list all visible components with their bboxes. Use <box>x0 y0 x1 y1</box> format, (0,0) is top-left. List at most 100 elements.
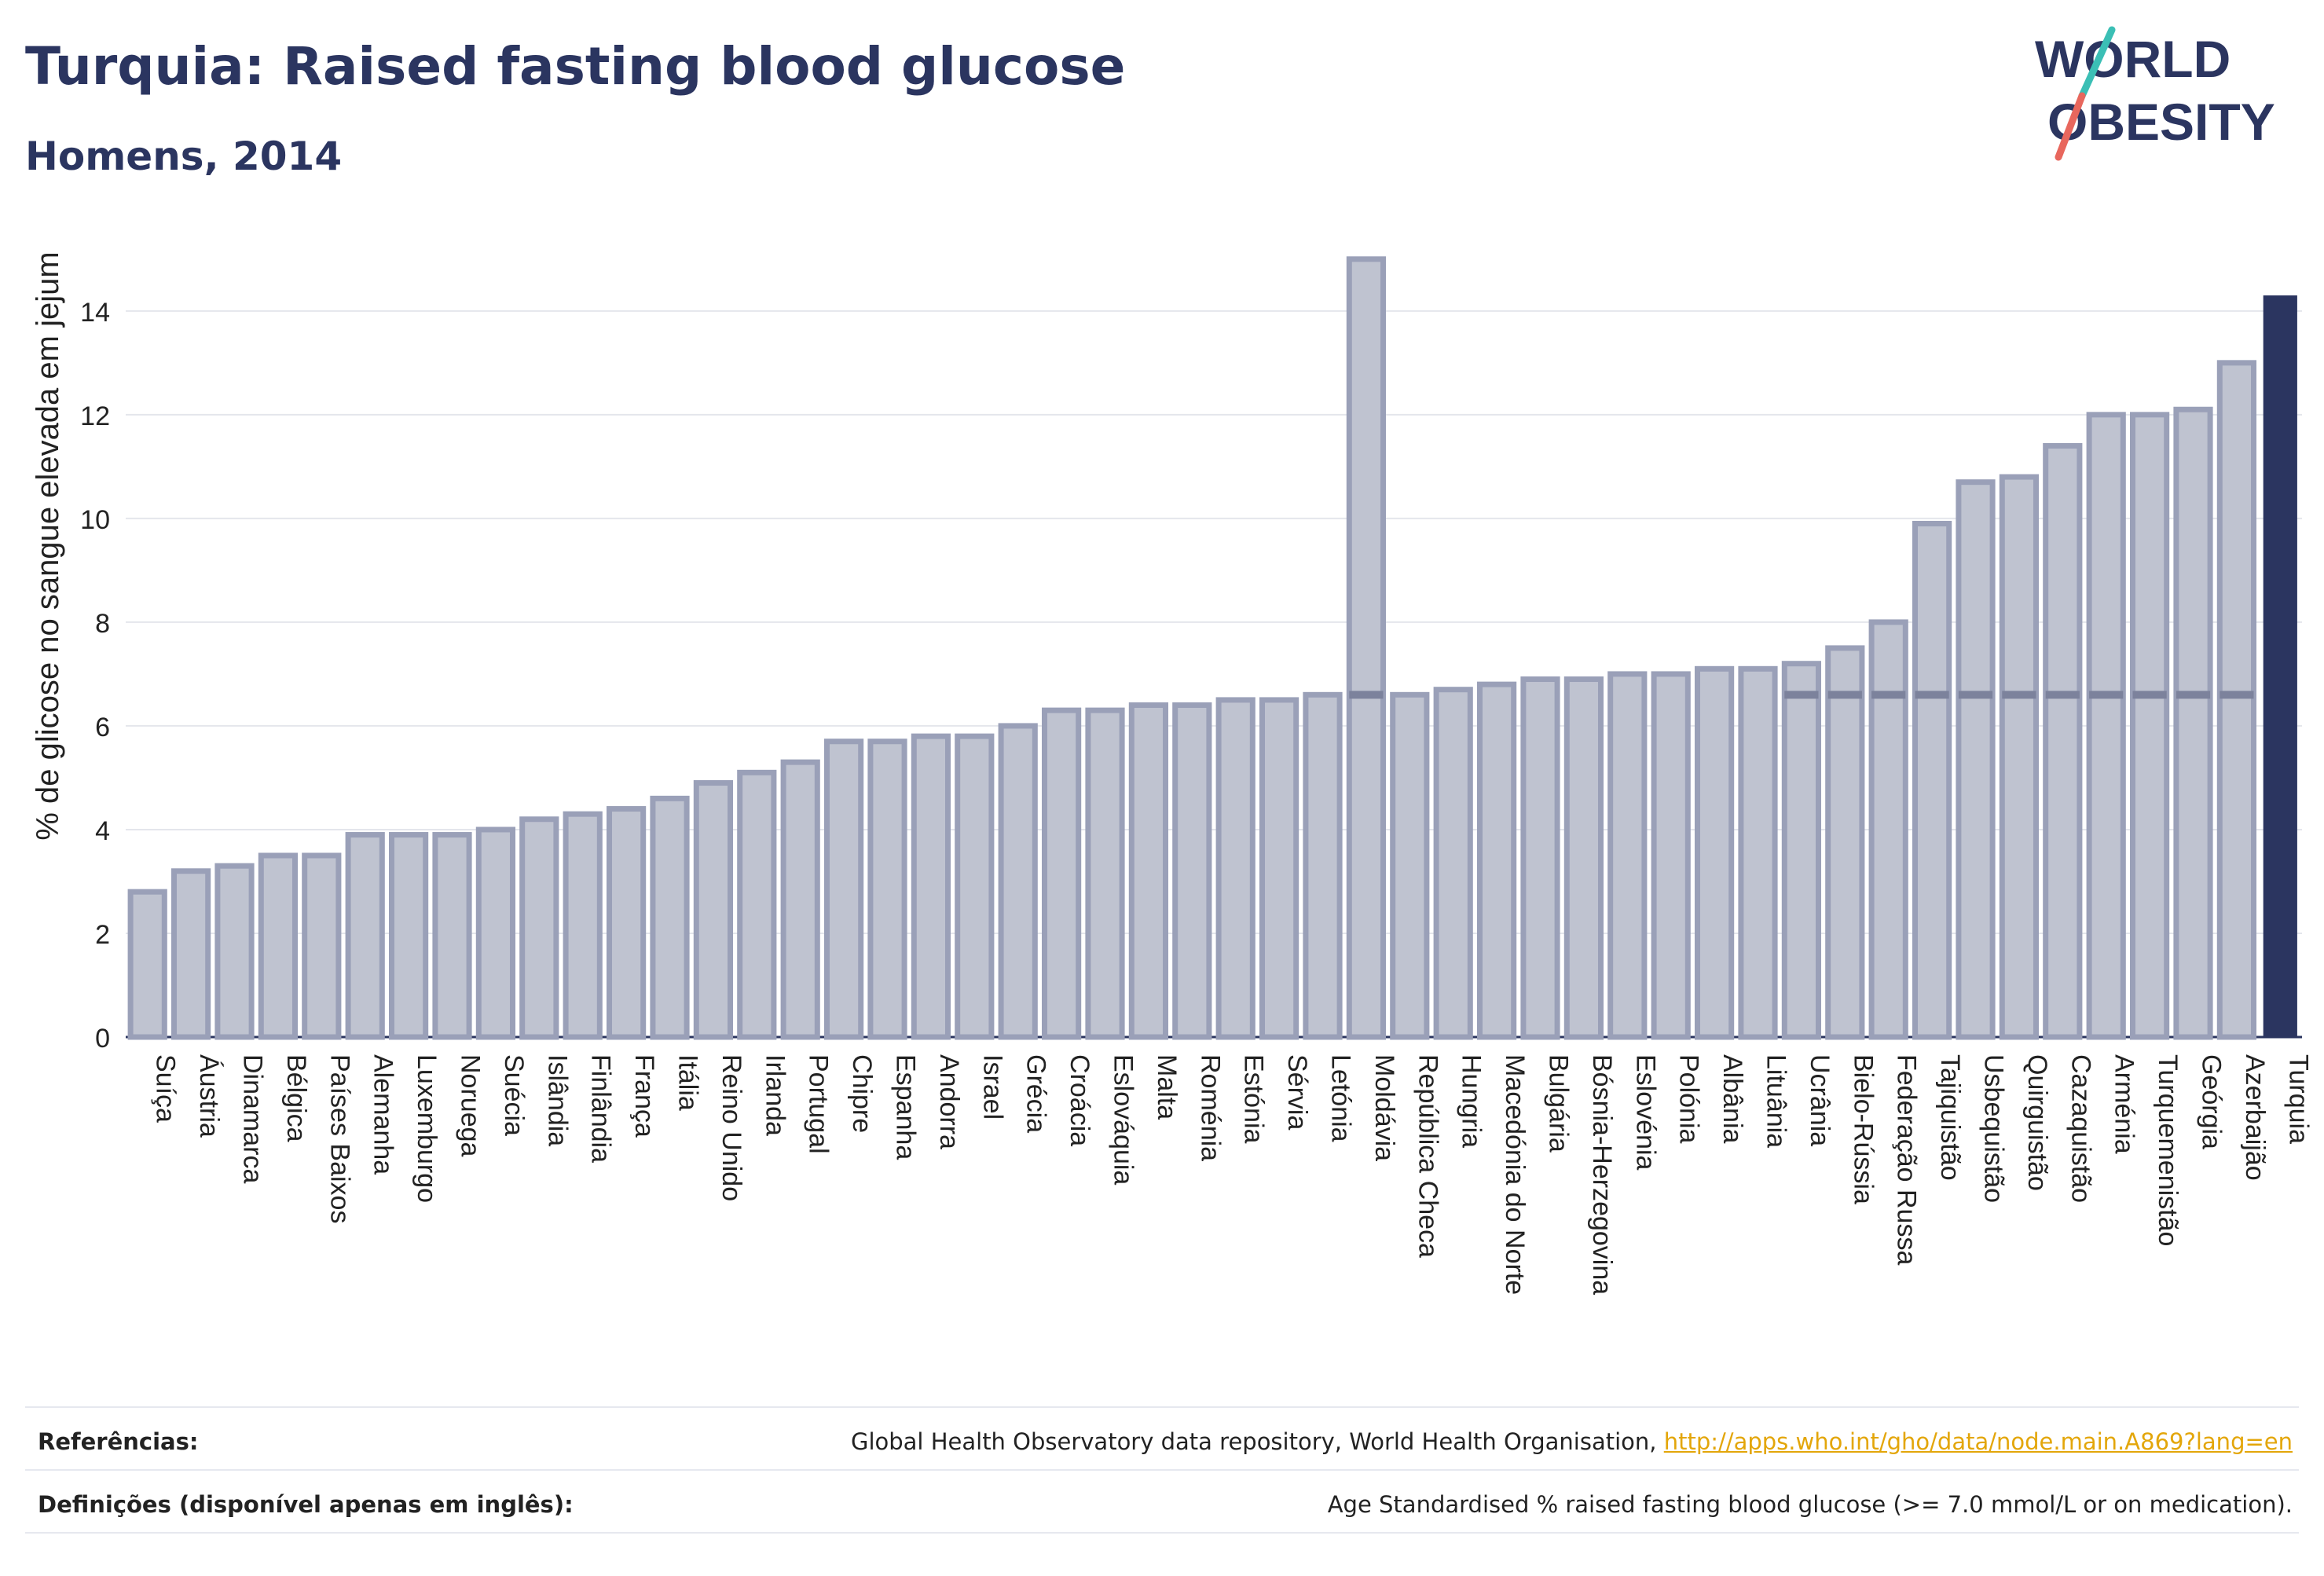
x-tick-label: Suécia <box>499 1054 529 1136</box>
bar <box>1956 479 1996 1040</box>
footer-references: Referências: Global Health Observatory d… <box>38 1428 2293 1460</box>
x-tick-label: Cazaquistão <box>2066 1054 2095 1203</box>
bar <box>170 868 211 1040</box>
bar <box>867 739 907 1040</box>
x-tick-label: Dinamarca <box>238 1054 268 1183</box>
x-tick-label: Usbequistão <box>1979 1054 2009 1203</box>
x-tick-label: Reino Unido <box>717 1054 746 1201</box>
bar <box>1215 697 1255 1040</box>
y-tick-label: 8 <box>95 609 110 639</box>
bar <box>650 795 690 1040</box>
x-tick-label: Alemanha <box>368 1054 398 1175</box>
x-tick-label: Macedónia do Norte <box>1500 1054 1530 1295</box>
bar <box>693 780 734 1040</box>
page-subtitle: Homens, 2014 <box>25 134 343 179</box>
references-value: Global Health Observatory data repositor… <box>851 1428 2293 1455</box>
bar <box>1259 697 1299 1040</box>
bar <box>1476 681 1517 1040</box>
bar <box>563 811 603 1040</box>
bar <box>780 759 820 1040</box>
bar <box>1651 671 1691 1040</box>
x-tick-label: Letónia <box>1326 1054 1356 1142</box>
definitions-value: Age Standardised % raised fasting blood … <box>1327 1491 2293 1518</box>
bar <box>1433 687 1473 1040</box>
x-tick-label: Tajiquistão <box>1935 1054 1965 1181</box>
x-tick-label: Eslovénia <box>1630 1054 1660 1171</box>
bar <box>519 816 559 1040</box>
y-axis-ticks: 0 2 4 6 8 10 12 14 <box>80 298 110 1054</box>
x-tick-label: Áustria <box>194 1054 224 1138</box>
x-tick-label: França <box>629 1054 659 1138</box>
x-tick-label: Federação Russa <box>1892 1054 1922 1265</box>
y-tick-label: 12 <box>80 401 110 431</box>
bars <box>127 256 2297 1040</box>
x-tick-label: Andorra <box>934 1054 964 1149</box>
x-tick-label: Ucrânia <box>1805 1054 1835 1146</box>
y-tick-label: 14 <box>80 298 110 328</box>
bar <box>2043 442 2083 1040</box>
x-tick-label: Espanha <box>891 1054 921 1160</box>
bar <box>1128 702 1169 1040</box>
bar <box>1868 619 1908 1040</box>
x-tick-label: Geórgia <box>2197 1054 2227 1149</box>
references-link[interactable]: http://apps.who.int/gho/data/node.main.A… <box>1663 1428 2293 1455</box>
bar <box>606 806 647 1040</box>
bar <box>1912 520 1952 1040</box>
bar <box>1738 665 1778 1040</box>
x-tick-label: Itália <box>673 1054 703 1111</box>
x-tick-label: Bósnia-Herzegovina <box>1587 1054 1617 1295</box>
bar <box>998 723 1038 1040</box>
bar <box>1520 676 1560 1040</box>
footer-definitions: Definições (disponível apenas em inglês)… <box>38 1491 2293 1523</box>
world-obesity-logo: WORLD OBESITY <box>2035 26 2275 161</box>
bar <box>1694 665 1735 1040</box>
page-title: Turquia: Raised fasting blood glucose <box>25 36 1126 97</box>
x-tick-label: Chipre <box>847 1054 877 1133</box>
bar <box>1303 691 1343 1040</box>
bar <box>737 769 777 1040</box>
y-tick-label: 4 <box>95 816 110 846</box>
x-tick-label: Turquia <box>2283 1054 2313 1144</box>
bar <box>2086 412 2126 1040</box>
y-tick-label: 10 <box>80 505 110 535</box>
x-tick-label: Bélgica <box>281 1054 311 1142</box>
logo-text-obesity: OBESITY <box>2047 93 2275 151</box>
bar <box>823 739 864 1040</box>
footer-divider <box>25 1532 2299 1534</box>
x-tick-label: Finlândia <box>586 1054 616 1163</box>
bar <box>127 889 167 1040</box>
y-tick-label: 0 <box>95 1024 110 1054</box>
bar <box>258 852 299 1040</box>
x-tick-label: Albânia <box>1717 1054 1747 1144</box>
bar <box>2129 412 2170 1040</box>
x-tick-label: Moldávia <box>1369 1054 1399 1161</box>
x-tick-label: Portugal <box>804 1054 834 1154</box>
bar <box>1999 474 2040 1040</box>
x-tick-label: Islândia <box>542 1054 572 1146</box>
x-tick-label: Luxemburgo <box>412 1054 442 1203</box>
x-tick-label: Roménia <box>1195 1054 1225 1161</box>
bar <box>1390 691 1430 1040</box>
x-tick-label: Noruega <box>456 1054 486 1157</box>
x-tick-label: Israel <box>977 1054 1007 1120</box>
x-tick-label: Croácia <box>1065 1054 1094 1146</box>
y-tick-label: 6 <box>95 713 110 742</box>
bar <box>1607 671 1648 1040</box>
x-tick-label: Eslováquia <box>1109 1054 1138 1185</box>
x-tick-label: Sérvia <box>1282 1054 1312 1130</box>
bar <box>2263 295 2297 1037</box>
x-tick-label: Quirguistão <box>2022 1054 2052 1191</box>
references-label: Referências: <box>38 1428 199 1455</box>
x-tick-label: Malta <box>1152 1054 1182 1120</box>
bar <box>1085 707 1125 1040</box>
bar <box>345 832 385 1040</box>
footer-divider <box>25 1406 2299 1408</box>
bar-chart: 0 2 4 6 8 10 12 14 Suíça Áustria Dinamarca Bélgica… <box>31 251 2313 1295</box>
bar <box>475 826 516 1040</box>
definitions-label: Definições (disponível apenas em inglês)… <box>38 1491 574 1518</box>
x-tick-label: República Checa <box>1413 1054 1442 1258</box>
footer-divider <box>25 1469 2299 1471</box>
x-tick-label: Países Baixos <box>324 1054 354 1223</box>
bar <box>1563 676 1604 1040</box>
x-tick-label: Grécia <box>1021 1054 1051 1133</box>
